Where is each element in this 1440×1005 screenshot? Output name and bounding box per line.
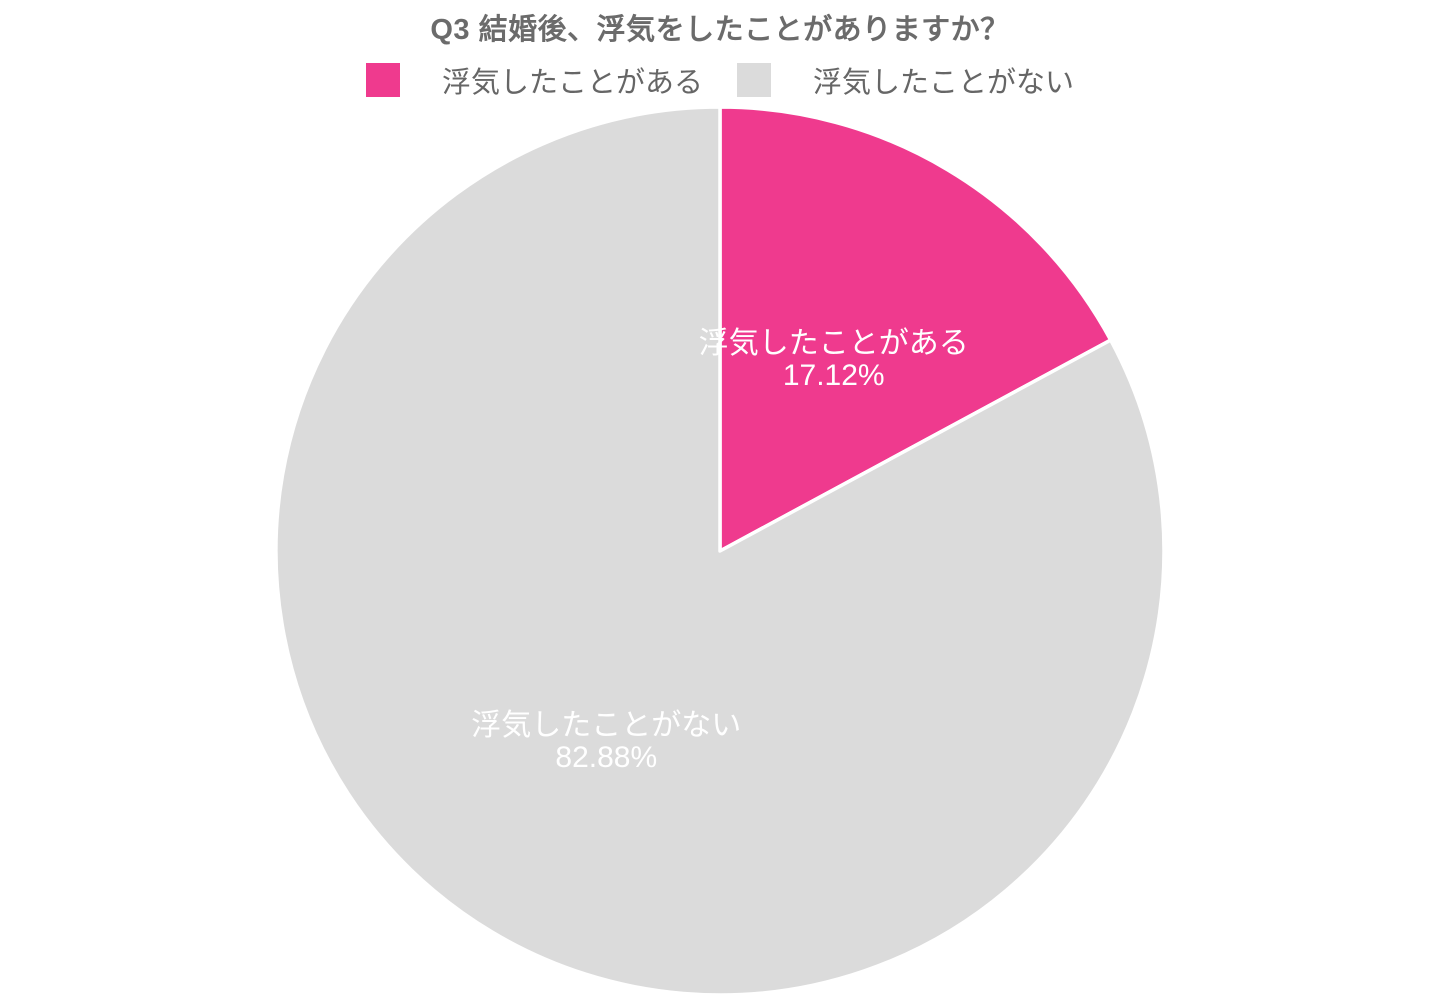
chart-legend: 浮気したことがある 浮気したことがない <box>0 59 1440 101</box>
legend-item-affair[interactable]: 浮気したことがある <box>365 59 703 101</box>
chart-title: Q3 結婚後、浮気をしたことがありますか？ <box>430 14 1010 46</box>
legend-label-affair: 浮気したことがある <box>441 67 703 99</box>
legend-label-no-affair: 浮気したことがない <box>813 67 1075 99</box>
legend-swatch-affair <box>365 63 400 97</box>
legend-swatch-no-affair <box>737 63 771 97</box>
pie-slice-no-affair[interactable] <box>274 105 1166 997</box>
pie-slice-affair[interactable] <box>718 105 1113 553</box>
legend-item-no-affair[interactable]: 浮気したことがない <box>737 59 1074 101</box>
